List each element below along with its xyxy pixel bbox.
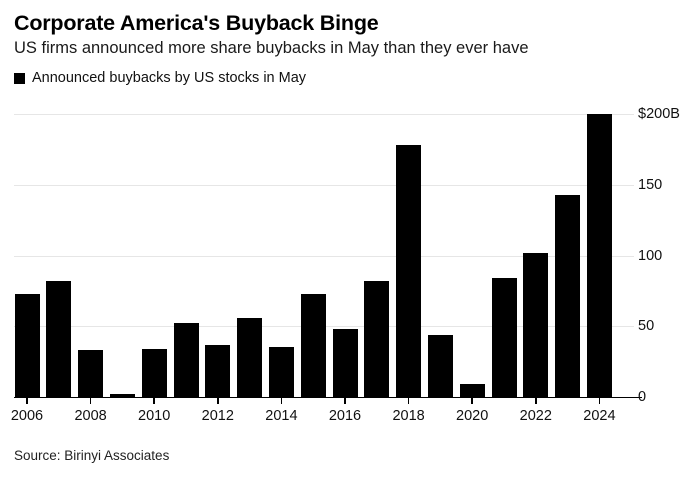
x-axis-tick-mark [471,397,473,404]
chart-legend: Announced buybacks by US stocks in May [14,68,306,88]
bar-2011 [173,323,199,397]
x-axis-tick-label: 2016 [328,408,362,424]
chart-title: Corporate America's Buyback Binge [14,11,379,35]
gridline [14,114,634,115]
x-axis-tick-label: 2008 [74,408,107,424]
bar-2015 [300,293,326,397]
y-axis-tick-label: 150 [638,176,663,193]
x-axis-tick-mark [217,397,219,404]
bar-2022 [523,252,549,397]
x-axis-tick-mark [89,397,92,404]
x-axis-tick-label: 2012 [201,408,234,424]
x-axis-tick-label: 2010 [138,408,171,424]
bar-2021 [491,278,517,397]
x-axis-tick-label: 2014 [265,408,298,424]
gridline [14,184,634,186]
plot-area [14,114,642,398]
x-axis-tick-mark [535,397,537,404]
bar-2016 [332,329,358,397]
bar-2010 [141,348,167,397]
y-axis-tick-label: 0 [638,389,647,405]
bar-2023 [555,194,581,397]
x-axis-tick-label: 2006 [10,408,44,424]
bar-2007 [46,280,72,397]
bar-2009 [109,394,135,397]
bar-2013 [237,317,263,397]
x-axis-tick-label: 2018 [392,408,425,424]
y-axis-tick-label: 50 [638,318,655,335]
bar-2014 [268,347,294,397]
x-axis-line [14,396,642,398]
y-axis-tick-label: 100 [638,247,663,264]
legend-item-label: Announced buybacks by US stocks in May [32,70,307,86]
x-axis-tick-mark [407,397,410,404]
x-axis-tick-mark [26,397,28,404]
bar-2024 [586,114,612,397]
x-axis-tick-label: 2020 [456,408,489,424]
bar-2012 [205,344,231,397]
bar-2008 [78,350,104,397]
bar-2006 [14,293,40,397]
chart-subtitle: US firms announced more share buybacks i… [14,39,529,57]
bar-2018 [396,145,422,397]
x-axis-tick-mark [153,397,155,404]
square-marker-icon [14,72,25,84]
bar-series [14,114,634,397]
x-axis-tick-label: 2024 [583,408,616,424]
x-axis-ticks: 2006 2008 2010 2012 2014 2016 2018 2020 2022 2024 [10,397,642,437]
bar-2017 [364,280,390,397]
x-axis-tick-label: 2022 [519,408,552,424]
x-axis-tick-mark [598,397,601,404]
gridline [14,255,634,257]
bar-2019 [427,334,453,397]
source-note: Source: Birinyi Associates [14,448,170,463]
bar-2020 [459,384,485,397]
x-axis-tick-mark [280,397,283,404]
y-axis-tick-label: $200B [638,106,680,122]
x-axis-tick-mark [344,397,346,404]
